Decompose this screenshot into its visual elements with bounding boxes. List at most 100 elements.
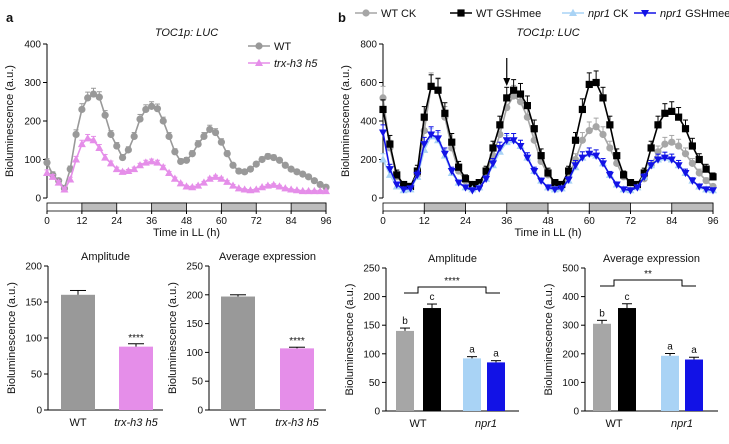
data-point (585, 80, 593, 89)
data-point (647, 162, 656, 170)
data-point (564, 176, 573, 184)
bar (396, 330, 414, 411)
data-point (489, 144, 497, 152)
y-tick-label: 50 (31, 370, 43, 381)
data-point (448, 138, 456, 146)
data-point (310, 177, 318, 185)
data-point (43, 158, 51, 167)
data-point (223, 177, 232, 185)
data-point (292, 186, 301, 194)
data-point (571, 136, 580, 144)
data-point (170, 174, 179, 182)
data-point (54, 178, 63, 186)
data-point (599, 130, 607, 139)
x-tick-label: 36 (501, 216, 513, 227)
data-point (523, 154, 532, 162)
chart-title: TOC1p: LUC (516, 27, 579, 39)
data-point (182, 182, 191, 190)
data-point (661, 109, 669, 117)
x-tick-label: 60 (584, 216, 596, 227)
data-point (205, 174, 214, 182)
data-point (675, 142, 683, 150)
bar (463, 358, 481, 411)
data-point (240, 185, 249, 193)
y-axis-label: Bioluminescence (a.u.) (6, 282, 18, 394)
data-point (441, 109, 449, 117)
data-point (106, 159, 115, 167)
data-point (142, 105, 150, 114)
data-point (200, 132, 208, 140)
subjective-night-bar (671, 202, 714, 212)
data-point (688, 159, 696, 167)
data-point (112, 164, 121, 173)
data-point (101, 153, 110, 161)
data-point (83, 134, 92, 142)
data-point (275, 182, 284, 190)
data-point (447, 168, 456, 176)
data-point (468, 180, 476, 189)
y-tick-label: 200 (562, 349, 579, 360)
data-point (101, 111, 109, 119)
data-point (516, 98, 525, 106)
bar (61, 294, 95, 410)
bar (280, 348, 314, 410)
data-point (293, 168, 301, 176)
data-point (275, 156, 284, 164)
data-point (550, 186, 559, 194)
data-point (620, 171, 628, 179)
subjective-night-bar (81, 202, 118, 212)
data-point (400, 180, 408, 189)
data-point (147, 157, 156, 165)
data-point (385, 170, 394, 178)
data-point (229, 181, 237, 189)
data-point (702, 165, 710, 173)
data-point (427, 131, 436, 139)
data-point (392, 181, 401, 189)
data-point (420, 141, 429, 149)
data-point (89, 136, 98, 144)
y-tick-label: 250 (186, 262, 203, 273)
data-point (113, 142, 121, 150)
data-point (523, 102, 531, 110)
data-point (427, 82, 435, 90)
data-point (72, 130, 80, 139)
data-point (661, 140, 669, 148)
data-point (124, 166, 133, 175)
y-axis-label: Bioluminescence (a.u.) (543, 284, 555, 396)
data-point (246, 186, 255, 194)
data-point (434, 86, 442, 94)
line-chart-a_line: TOC1p: LUC 0 100 200 300 400 Bioluminescence (… (4, 27, 332, 239)
bar-chart-a_avg: Average expression 0 50 100 150 200 250 Biolumi… (167, 251, 326, 429)
data-point (482, 175, 491, 183)
legend-marker (255, 58, 263, 66)
y-axis-label: Bioluminescence (a.u.) (344, 284, 356, 396)
data-point (316, 180, 324, 189)
data-point (681, 169, 690, 178)
data-point (482, 167, 490, 175)
y-tick-label: 400 (24, 40, 41, 51)
data-point (136, 161, 144, 169)
significance-label: **** (289, 336, 305, 347)
legend-label: trx-h3 h5 (274, 58, 318, 70)
bar (423, 308, 441, 411)
data-point (281, 161, 289, 169)
data-point (702, 186, 711, 194)
data-point (578, 136, 586, 144)
data-point (695, 155, 703, 164)
subjective-night-bar (588, 202, 631, 212)
data-point (141, 158, 150, 166)
data-point (130, 132, 138, 140)
data-point (503, 94, 511, 102)
x-tick-label: 60 (216, 216, 228, 227)
y-tick-label: 200 (360, 155, 377, 166)
y-tick-label: 200 (363, 292, 380, 303)
data-point (89, 90, 98, 98)
data-point (626, 179, 635, 187)
x-tick-label: 84 (286, 216, 298, 227)
y-tick-label: 400 (360, 117, 377, 128)
data-point (310, 186, 319, 195)
data-point (530, 168, 539, 176)
data-point (270, 153, 278, 162)
data-point (118, 167, 127, 175)
x-tick-label: 36 (146, 216, 158, 227)
